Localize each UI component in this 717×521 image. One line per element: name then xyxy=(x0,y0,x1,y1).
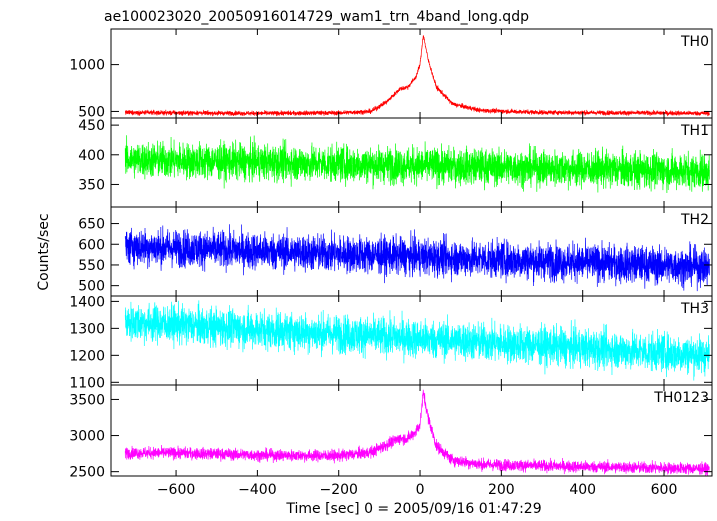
y-tick-label: 1100 xyxy=(69,375,105,391)
panel-th3: 1100 1200 1300 1400 TH3 xyxy=(69,294,713,391)
panel-label: TH0 xyxy=(680,34,709,50)
y-tick-label: 1300 xyxy=(69,321,105,337)
series-line-th3 xyxy=(124,300,710,381)
y-tick-label: 500 xyxy=(78,104,105,120)
series-line-th0123 xyxy=(124,389,710,476)
series-line-th0 xyxy=(124,35,710,117)
x-tick-label: 400 xyxy=(569,482,596,498)
panel-label: TH1 xyxy=(680,123,709,139)
series-line-th1 xyxy=(124,135,710,194)
chart-title: ae100023020_20050916014729_wam1_trn_4ban… xyxy=(104,9,529,25)
series-line-th2 xyxy=(124,224,710,292)
x-tick-label: −600 xyxy=(157,482,195,498)
x-tick-label: −200 xyxy=(319,482,357,498)
y-tick-label: 3000 xyxy=(69,429,105,445)
y-tick-label: 1200 xyxy=(69,348,105,364)
panel-label: TH3 xyxy=(680,301,709,317)
y-tick-label: 650 xyxy=(78,217,105,233)
panel-label: TH2 xyxy=(680,212,709,228)
y-tick-label: 2500 xyxy=(69,465,105,481)
y-tick-label: 600 xyxy=(78,237,105,253)
y-tick-label: 400 xyxy=(78,148,105,164)
panel-frame xyxy=(110,28,713,119)
panel-th1: 350 400 450 TH1 xyxy=(78,117,713,208)
x-tick-label: 0 xyxy=(416,482,425,498)
y-tick-label: 500 xyxy=(78,279,105,295)
y-tick-label: 350 xyxy=(78,177,105,193)
y-tick-label: 450 xyxy=(78,118,105,134)
y-tick-label: 550 xyxy=(78,258,105,274)
panel-frame xyxy=(110,384,713,477)
panel-th0: 500 1000 TH0 xyxy=(69,28,713,120)
y-tick-label: 3500 xyxy=(69,392,105,408)
x-tick-label: −400 xyxy=(238,482,276,498)
y-tick-label: 1000 xyxy=(69,58,105,74)
y-axis-title: Counts/sec xyxy=(36,213,52,290)
panels-group: 500 1000 TH0 350 400 450 TH1 500 550 600 650 TH2 110… xyxy=(69,28,713,498)
x-tick-label: 200 xyxy=(488,482,515,498)
panel-label: TH0123 xyxy=(653,390,709,406)
panel-th2: 500 550 600 650 TH2 xyxy=(78,206,713,297)
x-tick-label: 600 xyxy=(651,482,678,498)
y-tick-label: 1400 xyxy=(69,294,105,310)
x-axis-title: Time [sec] 0 = 2005/09/16 01:47:29 xyxy=(285,501,541,516)
panel-th0123: 2500 3000 3500 TH0123 xyxy=(69,384,713,481)
